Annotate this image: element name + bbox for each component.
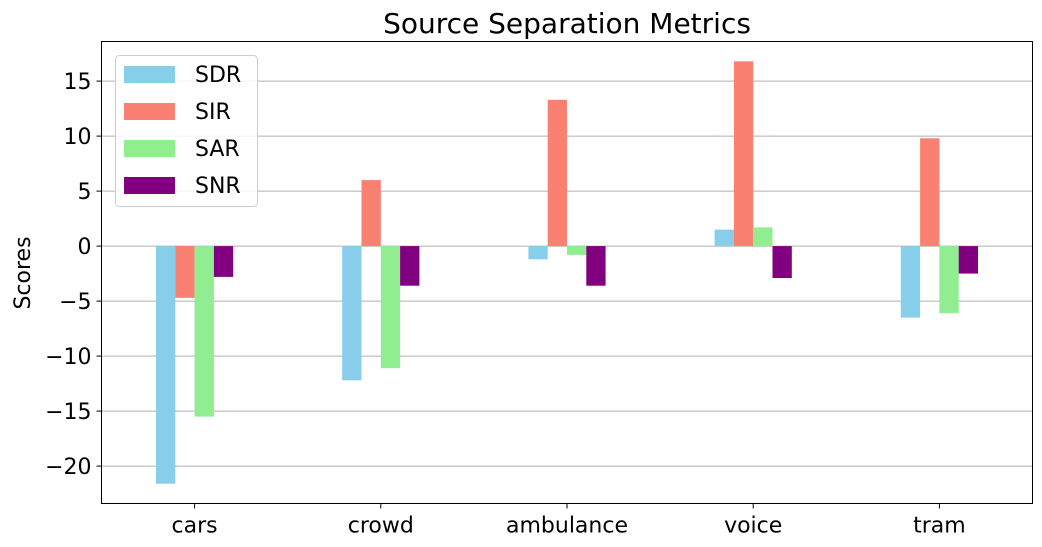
y-tick-label: 10 [64, 125, 92, 150]
bar-sdr-ambulance [528, 246, 548, 260]
legend-swatch-snr [124, 177, 175, 194]
bar-sdr-voice [714, 229, 734, 247]
bar-sir-tram [920, 138, 940, 247]
legend-swatch-sar [124, 140, 175, 157]
bar-sir-ambulance [547, 99, 567, 247]
legend-swatch-sir [124, 103, 175, 120]
y-tick-label: 0 [78, 235, 92, 260]
legend-label-sdr: SDR [195, 63, 241, 88]
x-tick-label: tram [913, 514, 966, 539]
bar-sar-tram [939, 246, 959, 314]
y-tick-label: −15 [45, 400, 91, 425]
bar-sar-crowd [380, 246, 401, 369]
bar-sdr-cars [156, 246, 176, 484]
x-tick-label: ambulance [506, 514, 628, 539]
y-axis-label: Scores [11, 236, 36, 309]
y-tick-label: 15 [64, 70, 92, 95]
bar-sir-crowd [361, 180, 381, 247]
bar-sar-cars [194, 246, 214, 417]
x-axis-ticks: cars crowd ambulance voice tram [172, 503, 966, 539]
legend-label-snr: SNR [195, 174, 241, 199]
bar-sir-cars [175, 246, 195, 298]
bars [156, 61, 978, 484]
y-tick-label: 5 [78, 180, 92, 205]
legend-swatch-sdr [124, 66, 175, 83]
bar-sar-voice [753, 227, 773, 247]
chart-title: Source Separation Metrics [383, 7, 751, 40]
bar-snr-voice [772, 246, 792, 278]
bar-sdr-crowd [342, 246, 362, 381]
bar-sir-voice [733, 61, 754, 247]
legend: SDR SIR SAR SNR [115, 55, 258, 207]
y-tick-label: −10 [45, 345, 91, 370]
bar-snr-ambulance [586, 246, 606, 286]
x-tick-label: voice [724, 514, 782, 539]
legend-label-sir: SIR [195, 100, 231, 125]
legend-box [115, 55, 258, 207]
x-tick-label: crowd [348, 514, 414, 539]
y-tick-label: −20 [45, 455, 91, 480]
x-tick-label: cars [172, 514, 218, 539]
bar-sar-ambulance [567, 246, 587, 255]
bar-snr-tram [958, 246, 978, 274]
bar-snr-crowd [400, 246, 420, 286]
legend-label-sar: SAR [195, 137, 240, 162]
bar-snr-cars [213, 246, 234, 277]
y-axis-ticks: −20 −15 −10 −5 0 5 10 15 [45, 70, 102, 480]
y-tick-label: −5 [59, 290, 91, 315]
plot-frame [101, 41, 1033, 504]
bar-sdr-tram [900, 246, 921, 318]
